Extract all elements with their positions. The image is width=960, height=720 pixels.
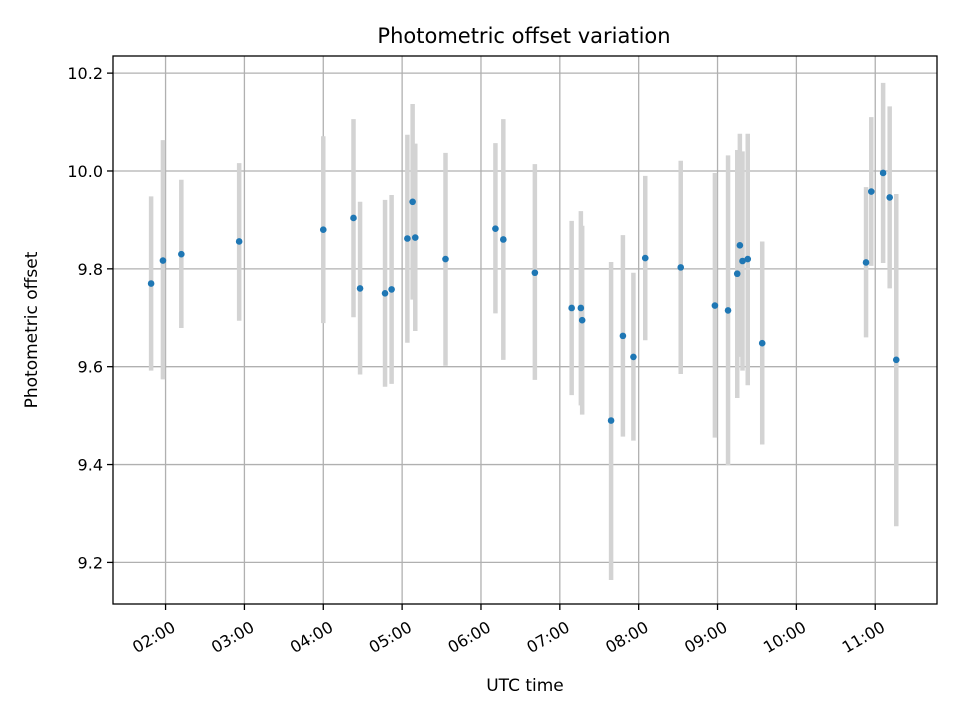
data-point <box>630 353 637 361</box>
data-point <box>388 286 395 293</box>
x-axis-label: UTC time <box>486 676 564 696</box>
data-point <box>641 254 649 262</box>
data-point <box>758 339 766 347</box>
x-tick-label: 07:00 <box>523 617 572 657</box>
data-point <box>319 226 327 233</box>
y-tick-label: 10.2 <box>67 64 103 83</box>
plot-frame <box>112 55 938 605</box>
y-tick-label: 9.8 <box>78 260 103 279</box>
data-point <box>350 214 357 222</box>
data-point <box>733 270 741 278</box>
data-point <box>568 304 575 312</box>
y-axis-label: Photometric offset <box>22 251 42 408</box>
data-point <box>577 304 585 312</box>
x-tick-label: 11:00 <box>839 617 888 657</box>
data-point <box>886 194 893 201</box>
data-point <box>492 225 499 233</box>
x-tick-label: 10:00 <box>760 617 809 657</box>
x-tick-label: 02:00 <box>129 617 178 657</box>
grid-lines <box>113 56 937 604</box>
data-point <box>411 234 419 241</box>
data-point <box>619 332 627 340</box>
data-point <box>739 257 746 265</box>
data-point <box>178 250 185 258</box>
data-point <box>724 307 732 314</box>
data-point <box>442 255 449 263</box>
y-tick-label: 9.4 <box>78 456 103 475</box>
data-point <box>235 238 243 245</box>
error-bars <box>148 82 899 581</box>
chart-title: Photometric offset variation <box>377 24 670 48</box>
data-point <box>862 259 870 266</box>
x-tick-label: 06:00 <box>445 617 494 657</box>
data-point <box>744 255 752 263</box>
x-tick-label: 05:00 <box>366 617 415 657</box>
data-point <box>409 198 416 206</box>
data-point <box>381 290 389 297</box>
data-point <box>531 269 539 277</box>
x-tick-label: 08:00 <box>602 617 651 657</box>
x-tick-label: 09:00 <box>681 617 730 657</box>
y-tick-label: 9.6 <box>78 358 103 377</box>
data-point <box>711 302 719 309</box>
data-point <box>578 316 586 324</box>
data-point <box>356 285 364 292</box>
data-point <box>736 242 744 249</box>
x-tick-label: 04:00 <box>287 617 336 657</box>
data-point <box>677 264 685 271</box>
data-point <box>892 356 900 364</box>
data-point <box>404 235 411 242</box>
data-points <box>147 169 900 424</box>
y-tick-label: 9.2 <box>78 553 103 572</box>
data-point <box>867 188 875 195</box>
y-tick-label: 10.0 <box>67 162 103 181</box>
data-point <box>607 417 615 424</box>
data-point <box>500 236 507 243</box>
data-point <box>159 257 167 264</box>
data-point <box>147 280 155 287</box>
data-point <box>879 169 887 177</box>
axis-ticks: 02:00 03:00 04:00 05:00 06:00 07:00 08:00 09:00… <box>67 64 888 657</box>
x-tick-label: 03:00 <box>208 617 257 657</box>
